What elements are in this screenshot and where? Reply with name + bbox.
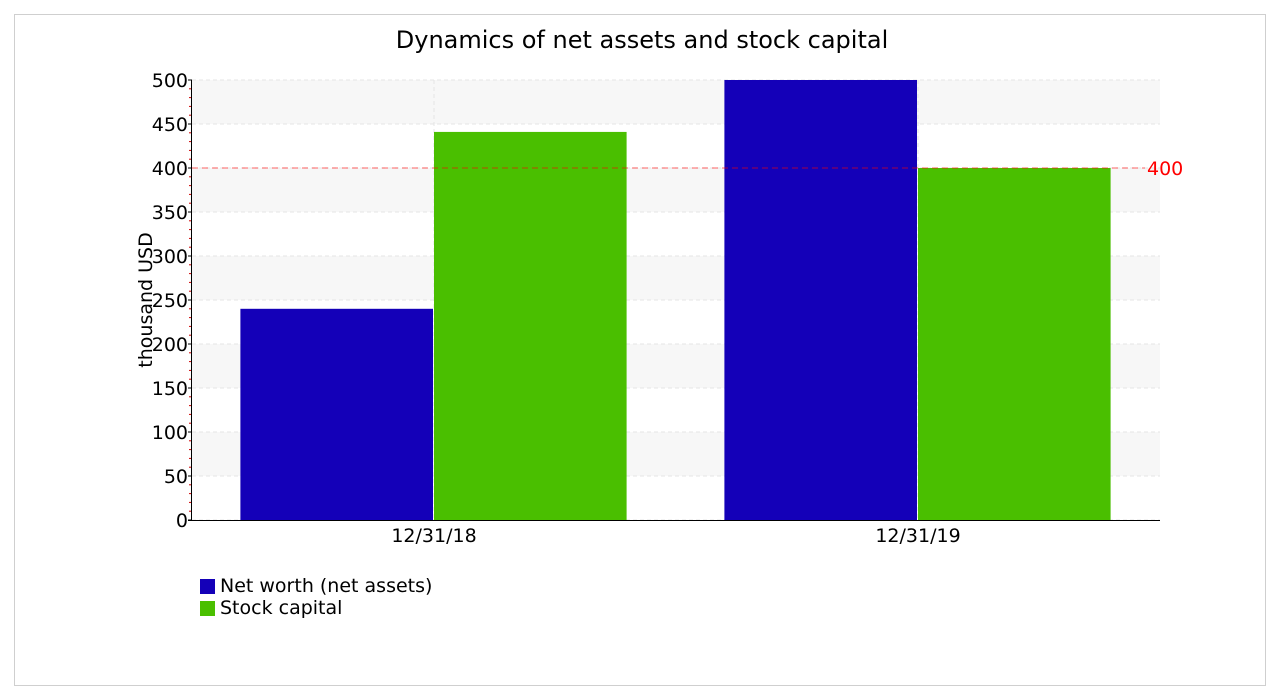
plot-band [192, 80, 1160, 124]
bar [240, 308, 433, 520]
legend-item-net-worth: Net worth (net assets) [200, 575, 432, 597]
x-tick-labels: 12/31/18 12/31/19 [391, 525, 960, 547]
bar [724, 80, 917, 520]
y-tick-label: 350 [152, 202, 188, 224]
bars [240, 80, 1111, 521]
chart-title: Dynamics of net assets and stock capital [396, 26, 888, 54]
y-tick-label: 450 [152, 114, 188, 136]
x-tick-label: 12/31/19 [875, 525, 960, 547]
legend: Net worth (net assets) Stock capital [200, 575, 432, 619]
legend-label-net-worth: Net worth (net assets) [220, 575, 433, 597]
bar [434, 131, 627, 521]
y-tick-label: 100 [152, 422, 188, 444]
legend-swatch-net-worth [200, 578, 215, 594]
legend-label-stock-capital: Stock capital [220, 597, 343, 619]
y-tick-label: 500 [152, 70, 188, 92]
y-tick-label: 50 [164, 466, 188, 488]
legend-swatch-stock-capital [200, 600, 215, 616]
y-tick-label: 250 [152, 290, 188, 312]
reference-line-label: 400 [1147, 158, 1183, 180]
bar [918, 168, 1111, 520]
axes [188, 79, 1160, 521]
y-tick-labels: 0 50 100 150 200 250 300 350 400 450 500 [152, 70, 188, 532]
x-tick-label: 12/31/18 [391, 525, 476, 547]
y-tick-label: 150 [152, 378, 188, 400]
y-tick-label: 400 [152, 158, 188, 180]
reference-line-group: 400 [192, 158, 1183, 180]
legend-item-stock-capital: Stock capital [200, 597, 432, 619]
y-tick-label: 200 [152, 334, 188, 356]
y-tick-label: 0 [176, 510, 188, 532]
y-axis-label: thousand USD [135, 232, 157, 367]
y-tick-label: 300 [152, 246, 188, 268]
